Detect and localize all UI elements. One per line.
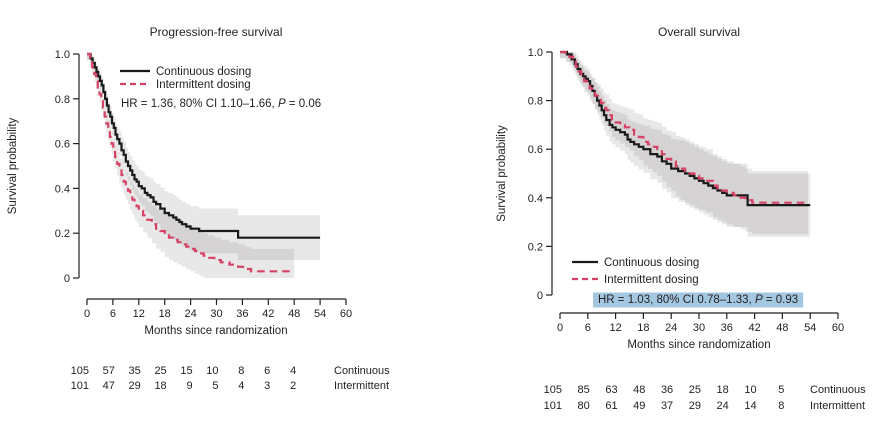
x-tick-label: 30 [693,322,705,334]
os-chart: 1.0 0.8 0.6 0.4 0.2 0 0 6 12 18 24 30 36 42 48 54 60 Over… [496,25,866,412]
risk-count: 61 [605,400,617,412]
intermittent-dosing-ci-band [560,52,808,235]
x-tick-label: 60 [832,322,844,334]
risk-count: 57 [103,365,115,377]
risk-count: 35 [129,365,141,377]
risk-count: 49 [633,400,645,412]
risk-count: 10 [206,365,218,377]
risk-count: 101 [71,380,89,392]
risk-count: 25 [154,365,166,377]
intermittent-dosing-curve [560,50,808,204]
risk-row-label: Intermittent [810,400,865,412]
hr-annotation: HR = 1.36, 80% CI 1.10–1.66, P = 0.06 [121,98,321,110]
risk-count: 29 [129,380,141,392]
risk-count: 36 [661,384,673,396]
risk-count: 5 [212,380,218,392]
risk-row-label: Intermittent [334,380,389,392]
x-axis-label: Months since randomization [144,325,287,337]
x-tick-label: 48 [776,322,788,334]
y-axis-label: Survival probability [496,125,508,222]
continuous-dosing-ci-band [87,54,321,261]
continuous-dosing-curve [560,50,811,207]
risk-count: 8 [778,400,784,412]
y-tick-label: 0 [537,290,543,302]
risk-count: 48 [633,384,645,396]
x-tick-label: 24 [184,308,196,320]
risk-count: 9 [186,380,192,392]
risk-count: 63 [605,384,617,396]
risk-count: 18 [717,384,729,396]
x-tick-label: 0 [84,308,90,320]
x-tick-label: 24 [665,322,677,334]
y-tick-label: 0.2 [55,228,70,240]
hr-annotation: HR = 1.03, 80% CI 0.78–1.33, P = 0.93 [598,294,798,306]
x-tick-label: 54 [314,308,326,320]
x-tick-label: 36 [721,322,733,334]
risk-count: 105 [544,384,562,396]
x-tick-label: 30 [210,308,222,320]
risk-count: 4 [238,380,244,392]
y-tick-label: 0.4 [55,183,70,195]
risk-count: 4 [290,365,296,377]
x-tick-label: 12 [133,308,145,320]
x-tick-label: 6 [585,322,591,334]
risk-count: 47 [103,380,115,392]
x-tick-label: 6 [110,308,116,320]
y-tick-label: 0.6 [528,144,543,156]
risk-count: 85 [578,384,590,396]
x-tick-label: 12 [609,322,621,334]
x-tick-label: 54 [804,322,816,334]
risk-count: 18 [154,380,166,392]
risk-count: 5 [778,384,784,396]
risk-count: 10 [744,384,756,396]
chart-title: Overall survival [658,25,740,39]
risk-count: 15 [180,365,192,377]
risk-count: 3 [264,380,270,392]
x-tick-label: 60 [340,308,352,320]
y-tick-label: 1.0 [528,47,543,59]
y-tick-label: 0.6 [55,139,70,151]
x-tick-label: 18 [637,322,649,334]
risk-count: 24 [717,400,729,412]
y-tick-label: 0.4 [528,193,543,205]
x-tick-label: 36 [236,308,248,320]
risk-count: 80 [578,400,590,412]
intermittent-dosing-ci-band [87,54,295,278]
risk-count: 101 [544,400,562,412]
y-tick-label: 0.8 [528,96,543,108]
intermittent-dosing-legend-label: Intermittent dosing [604,274,699,286]
x-tick-label: 0 [557,322,563,334]
risk-count: 8 [238,365,244,377]
risk-count: 29 [689,400,701,412]
pfs-chart: 1.00.80.60.40.200 6 12 18 24 30 36 42 48 54 60Prog… [7,25,390,392]
risk-row-label: Continuous [334,365,390,377]
y-tick-label: 0.2 [528,241,543,253]
risk-count: 2 [290,380,296,392]
x-tick-label: 48 [288,308,300,320]
y-tick-label: 0 [64,273,70,285]
intermittent-dosing-curve [87,52,295,273]
continuous-dosing-curve [87,52,321,239]
risk-count: 105 [71,365,89,377]
x-axis-label: Months since randomization [627,339,770,351]
continuous-dosing-ci-band [560,52,811,237]
y-tick-label: 0.8 [55,94,70,106]
risk-count: 37 [661,400,673,412]
y-axis-label: Survival probability [7,117,19,214]
intermittent-dosing-legend-label: Intermittent dosing [156,79,251,91]
continuous-dosing-legend-label: Continuous dosing [156,66,251,78]
x-tick-label: 42 [262,308,274,320]
chart-title: Progression-free survival [150,25,283,39]
risk-count: 25 [689,384,701,396]
y-tick-label: 1.0 [55,49,70,61]
continuous-dosing-legend-label: Continuous dosing [604,257,699,269]
x-tick-label: 42 [748,322,760,334]
risk-row-label: Continuous [810,384,866,396]
x-tick-label: 18 [159,308,171,320]
annotation-highlight [593,292,804,308]
risk-count: 14 [744,400,756,412]
risk-count: 6 [264,365,270,377]
